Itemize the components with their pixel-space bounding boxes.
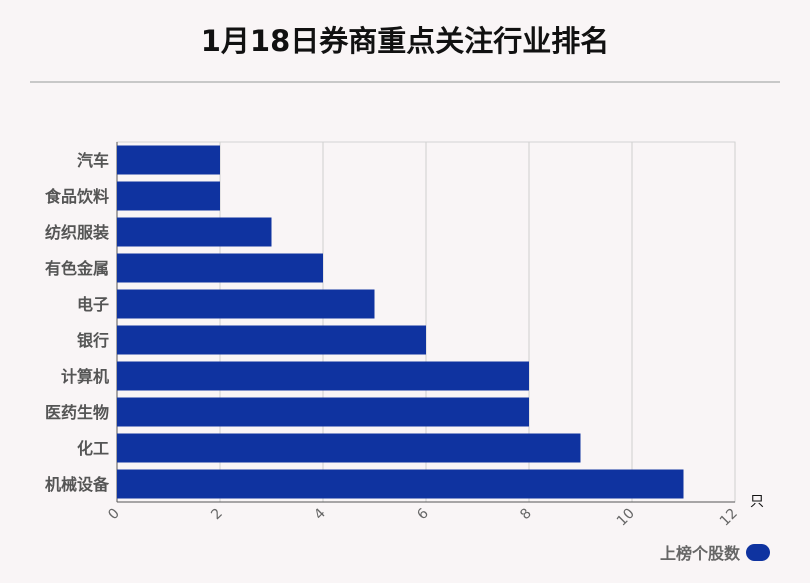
bar — [117, 289, 375, 319]
x-tick-label: 12 — [717, 506, 741, 530]
bar — [117, 433, 581, 463]
category-label: 计算机 — [61, 367, 109, 386]
legend: 上榜个股数 — [660, 541, 771, 563]
category-label: 电子 — [77, 295, 109, 314]
bar — [117, 253, 323, 283]
bar — [117, 361, 529, 391]
legend-label: 上榜个股数 — [660, 544, 741, 563]
title-divider — [30, 81, 780, 83]
x-tick-label: 8 — [517, 506, 535, 524]
chart-title: 1月18日券商重点关注行业排名 — [200, 24, 610, 58]
category-label: 机械设备 — [45, 475, 110, 494]
category-label: 医药生物 — [45, 403, 109, 422]
x-tick-label: 6 — [414, 505, 432, 523]
bar — [117, 397, 529, 427]
category-label: 汽车 — [77, 151, 109, 170]
category-label: 食品饮料 — [44, 187, 109, 206]
bar — [117, 145, 220, 175]
x-unit-label: 只 — [750, 494, 764, 510]
category-label: 银行 — [77, 331, 109, 350]
bar — [117, 181, 220, 211]
category-label: 有色金属 — [45, 259, 109, 278]
x-tick-label: 10 — [614, 506, 638, 530]
x-tick-label: 4 — [311, 505, 329, 523]
bar — [117, 469, 684, 499]
x-tick-label: 0 — [105, 506, 123, 524]
bar — [117, 325, 426, 355]
x-tick-label: 2 — [208, 506, 226, 524]
bar — [117, 217, 272, 247]
category-label: 化工 — [77, 439, 109, 458]
category-label: 纺织服装 — [45, 223, 109, 242]
legend-swatch — [746, 543, 771, 561]
